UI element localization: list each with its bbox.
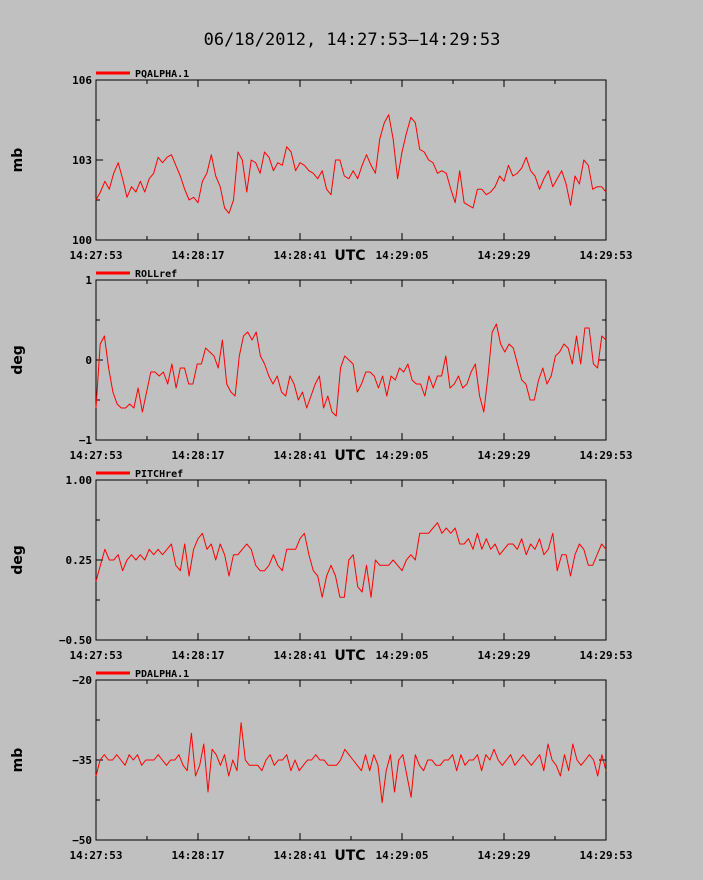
y-tick-label: −0.50 <box>59 634 92 647</box>
x-tick-label: 14:27:53 <box>70 449 123 462</box>
series-line <box>95 722 607 804</box>
series-line <box>95 114 607 214</box>
panel-4: −20 −35 −50 mb 14:27:53 14:28:17 14:28:41 14:29… <box>10 669 632 864</box>
x-tick-label: 14:28:17 <box>172 849 225 862</box>
panel-1: 106 103 100 mb 14:27:53 14:28:17 14:28:41 14:29… <box>10 69 632 264</box>
x-tick-label: 14:29:05 <box>376 449 429 462</box>
y-tick-label: −1 <box>79 434 93 447</box>
y-axis-label: deg <box>10 345 26 375</box>
series-line <box>95 323 607 417</box>
plot-frame <box>95 479 607 641</box>
x-axis-unit-label: UTC <box>334 648 365 664</box>
y-tick-label: 100 <box>72 234 92 247</box>
x-tick-label: 14:29:29 <box>478 849 531 862</box>
y-tick-label: 1 <box>85 274 92 287</box>
y-tick-label: 106 <box>72 74 92 87</box>
x-tick-label: 14:29:53 <box>580 249 633 262</box>
x-tick-label: 14:29:29 <box>478 449 531 462</box>
x-axis-unit-label: UTC <box>334 448 365 464</box>
y-axis-label: mb <box>10 148 26 173</box>
y-axis-label: mb <box>10 748 26 773</box>
x-tick-label: 14:29:29 <box>478 249 531 262</box>
legend-label: PQALPHA.1 <box>135 69 189 80</box>
y-tick-label: 103 <box>72 154 92 167</box>
x-axis-unit-label: UTC <box>334 848 365 864</box>
x-tick-label: 14:29:05 <box>376 249 429 262</box>
y-tick-label: 0.25 <box>66 554 93 567</box>
x-tick-label: 14:29:05 <box>376 849 429 862</box>
x-tick-label: 14:29:53 <box>580 649 633 662</box>
panel-2: 1 0 −1 deg 14:27:53 14:28:17 14:28:41 14:29:05 1… <box>10 269 632 464</box>
x-tick-label: 14:28:17 <box>172 449 225 462</box>
x-tick-label: 14:27:53 <box>70 249 123 262</box>
y-tick-label: −50 <box>72 834 92 847</box>
plot-frame <box>95 79 607 241</box>
x-axis-unit-label: UTC <box>334 248 365 264</box>
x-tick-label: 14:28:17 <box>172 249 225 262</box>
x-tick-label: 14:29:53 <box>580 849 633 862</box>
x-tick-label: 14:27:53 <box>70 849 123 862</box>
x-tick-label: 14:28:41 <box>274 649 327 662</box>
series-line <box>95 522 607 598</box>
x-tick-label: 14:28:41 <box>274 449 327 462</box>
plot-frame <box>95 279 607 441</box>
legend-label: PITCHref <box>135 469 183 480</box>
page-title: 06/18/2012, 14:27:53–14:29:53 <box>204 30 501 50</box>
legend-label: PDALPHA.1 <box>135 669 189 680</box>
y-axis-label: deg <box>10 545 26 575</box>
x-tick-label: 14:27:53 <box>70 649 123 662</box>
x-tick-label: 14:28:41 <box>274 249 327 262</box>
panel-3: 1.00 0.25 −0.50 deg 14:27:53 14:28:17 14:28:41… <box>10 469 632 664</box>
x-tick-label: 14:28:17 <box>172 649 225 662</box>
x-tick-label: 14:29:05 <box>376 649 429 662</box>
x-tick-label: 14:28:41 <box>274 849 327 862</box>
y-tick-label: −35 <box>72 754 92 767</box>
legend-label: ROLLref <box>135 269 177 280</box>
panels: 106 103 100 mb 14:27:53 14:28:17 14:28:41 14:29… <box>10 69 632 864</box>
y-tick-label: 1.00 <box>66 474 93 487</box>
x-tick-label: 14:29:53 <box>580 449 633 462</box>
y-tick-label: 0 <box>85 354 92 367</box>
y-tick-label: −20 <box>72 674 92 687</box>
x-tick-label: 14:29:29 <box>478 649 531 662</box>
